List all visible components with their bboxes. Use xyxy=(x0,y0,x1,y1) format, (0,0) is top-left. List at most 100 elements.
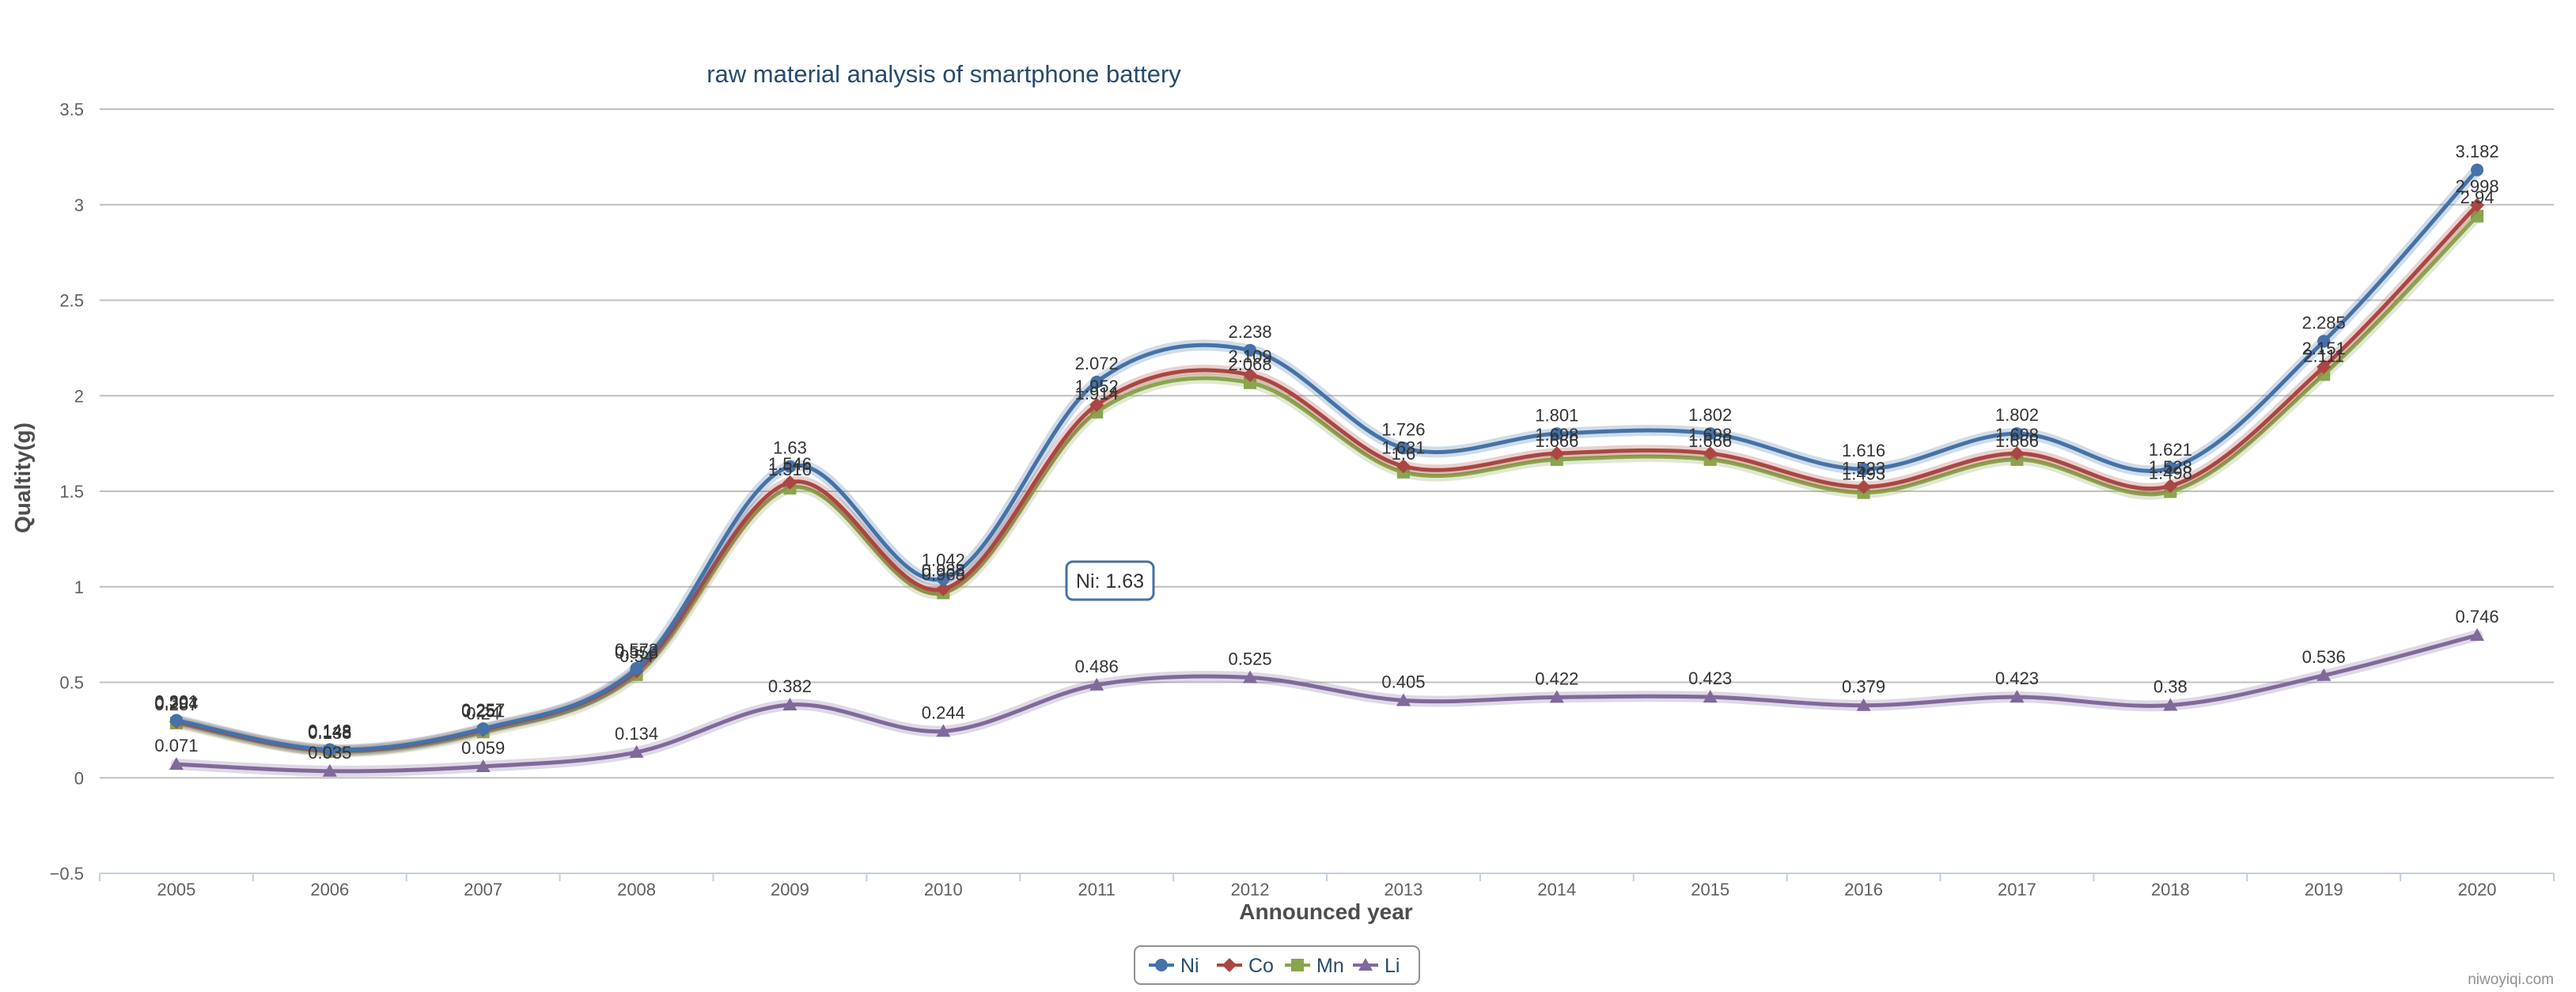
point-co[interactable] xyxy=(1089,397,1104,412)
point-ni[interactable] xyxy=(1703,427,1717,441)
point-ni[interactable] xyxy=(1550,427,1563,441)
series-line-ni[interactable] xyxy=(176,168,2479,752)
point-li[interactable] xyxy=(322,763,337,777)
point-ni[interactable] xyxy=(2471,163,2484,176)
point-co[interactable] xyxy=(1549,446,1564,461)
point-ni[interactable] xyxy=(1244,343,1257,357)
data-label-co: 0.251 xyxy=(461,702,505,721)
point-li[interactable] xyxy=(1243,670,1258,683)
point-ni[interactable] xyxy=(2010,427,2024,441)
legend-box xyxy=(1134,945,1420,985)
point-ni[interactable] xyxy=(783,460,797,473)
data-label-co: 1.546 xyxy=(768,454,812,474)
series-line-co[interactable] xyxy=(176,203,2479,753)
series-line-mn[interactable] xyxy=(176,214,2479,754)
y-tick-label: 1 xyxy=(74,577,84,597)
point-mn[interactable] xyxy=(2471,210,2484,223)
point-ni[interactable] xyxy=(2317,335,2331,348)
x-axis: 2005 2006 2007 2008 2009 2010 2011 2012 2013 2014… xyxy=(99,873,2555,899)
point-co[interactable] xyxy=(2010,446,2025,461)
point-co[interactable] xyxy=(782,475,797,490)
point-ni[interactable] xyxy=(476,722,490,736)
point-li[interactable] xyxy=(2010,690,2025,703)
data-label-co: 0.143 xyxy=(308,722,351,742)
point-ni[interactable] xyxy=(1090,375,1104,388)
data-label-mn: 2.068 xyxy=(1229,354,1272,374)
y-axis-ticks: −0.5 0 0.5 1 1.5 2 2.5 3 3.5 xyxy=(50,100,84,884)
x-tick-label: 2019 xyxy=(2305,880,2343,899)
legend-item-li[interactable]: Li xyxy=(1353,955,1400,977)
y-tick-label: 1.5 xyxy=(59,482,84,502)
point-ni[interactable] xyxy=(169,714,183,727)
x-axis-title: Announced year xyxy=(1239,899,1412,924)
data-label-li: 0.422 xyxy=(1535,668,1578,688)
point-li[interactable] xyxy=(782,697,797,710)
point-li[interactable] xyxy=(1703,690,1718,703)
legend-item-mn[interactable]: Mn xyxy=(1285,955,1344,977)
data-label-ni: 2.238 xyxy=(1229,322,1272,342)
series-line-shadow xyxy=(170,630,2483,777)
point-co[interactable] xyxy=(1703,446,1718,461)
data-label-ni: 1.726 xyxy=(1381,419,1425,439)
point-ni[interactable] xyxy=(1857,462,1870,475)
data-label-mn: 1.498 xyxy=(2149,463,2192,483)
point-mn[interactable] xyxy=(1244,376,1257,389)
point-co[interactable] xyxy=(1856,479,1871,494)
point-li[interactable] xyxy=(1856,698,1871,711)
legend-marker-co[interactable] xyxy=(1222,958,1237,972)
point-co[interactable] xyxy=(936,581,951,596)
data-label-mn: 0.54 xyxy=(619,646,653,666)
data-label-ni: 2.072 xyxy=(1075,354,1119,373)
x-tick-label: 2008 xyxy=(617,880,656,899)
legend-marker-ni[interactable] xyxy=(1155,959,1168,971)
legend-label: Co xyxy=(1248,955,1274,977)
y-axis-title: Qualtity(g) xyxy=(10,422,35,533)
y-tick-label: 0.5 xyxy=(59,673,84,693)
point-ni[interactable] xyxy=(1396,441,1410,455)
data-label-li: 0.379 xyxy=(1842,677,1885,697)
point-ni[interactable] xyxy=(323,743,336,756)
legend-marker-mn[interactable] xyxy=(1291,959,1304,971)
data-label-co: 0.294 xyxy=(154,693,198,713)
point-ni[interactable] xyxy=(630,661,643,675)
point-li[interactable] xyxy=(2163,698,2178,711)
series-ni xyxy=(169,163,2484,756)
series-line-li[interactable] xyxy=(176,633,2478,774)
y-tick-label: −0.5 xyxy=(50,864,84,884)
point-ni[interactable] xyxy=(937,572,950,585)
series-co xyxy=(169,198,2485,758)
data-label-ni: 1.63 xyxy=(773,438,807,458)
legend-marker-li[interactable] xyxy=(1358,958,1373,971)
data-label-co: 2.109 xyxy=(1229,346,1272,366)
point-co[interactable] xyxy=(2163,479,2178,494)
legend-item-ni[interactable]: Ni xyxy=(1149,955,1199,977)
point-li[interactable] xyxy=(1549,690,1564,703)
data-label-mn: 1.666 xyxy=(1995,431,2039,451)
x-tick-label: 2012 xyxy=(1231,880,1270,899)
data-label-li: 0.134 xyxy=(615,724,658,744)
point-li[interactable] xyxy=(169,757,184,771)
legend-label: Li xyxy=(1385,955,1400,977)
point-li[interactable] xyxy=(629,744,644,758)
point-ni[interactable] xyxy=(2164,461,2177,475)
point-li[interactable] xyxy=(2470,628,2485,642)
point-co[interactable] xyxy=(1396,459,1411,474)
point-co[interactable] xyxy=(2470,198,2485,213)
point-co[interactable] xyxy=(2317,359,2332,374)
credit-link[interactable]: niwoyiqi.com xyxy=(2468,971,2554,988)
legend-item-co[interactable]: Co xyxy=(1217,955,1274,977)
point-li[interactable] xyxy=(1089,677,1104,691)
data-label-co: 2.151 xyxy=(2302,339,2346,358)
data-label-mn: 2.94 xyxy=(2460,187,2495,207)
point-co[interactable] xyxy=(1243,367,1258,382)
x-tick-label: 2017 xyxy=(1998,880,2036,899)
point-li[interactable] xyxy=(2317,668,2332,681)
point-li[interactable] xyxy=(475,759,491,773)
y-tick-label: 3.5 xyxy=(59,100,84,119)
data-label-co: 1.528 xyxy=(2149,457,2192,477)
y-tick-label: 2 xyxy=(74,386,84,406)
point-li[interactable] xyxy=(936,724,951,737)
point-li[interactable] xyxy=(1396,693,1411,706)
data-label-li: 0.071 xyxy=(154,736,198,755)
